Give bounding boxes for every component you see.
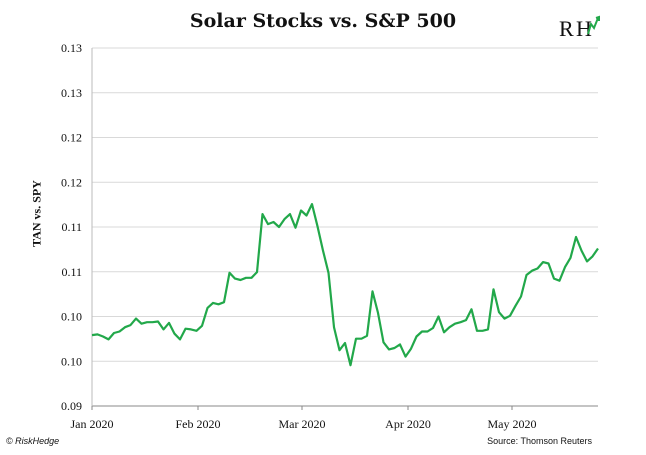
y-tick-label: 0.12 (61, 175, 82, 189)
source-text: Source: Thomson Reuters (487, 436, 592, 446)
x-tick-label: Apr 2020 (385, 417, 431, 431)
riskhedge-logo: R H (559, 15, 600, 41)
copyright-text: © RiskHedge (6, 436, 60, 446)
x-tick-labels: Jan 2020 Feb 2020 Mar 2020 Apr 2020 May 2020 (71, 406, 537, 431)
svg-text:R: R (559, 16, 574, 41)
y-tick-label: 0.13 (61, 86, 82, 100)
x-tick-label: May 2020 (488, 417, 537, 431)
y-tick-label: 0.11 (61, 220, 82, 234)
y-tick-label: 0.11 (61, 265, 82, 279)
y-tick-label: 0.12 (61, 131, 82, 145)
x-tick-label: Feb 2020 (176, 417, 221, 431)
gridlines (92, 47, 598, 362)
x-tick-label: Jan 2020 (71, 417, 114, 431)
svg-text:H: H (576, 16, 592, 41)
y-tick-label: 0.10 (61, 354, 82, 368)
series-line-tan-vs-spy (91, 203, 599, 367)
y-tick-label: 0.13 (61, 41, 82, 55)
y-tick-label: 0.09 (61, 399, 82, 413)
chart-title: Solar Stocks vs. S&P 500 (189, 10, 457, 32)
x-tick-label: Mar 2020 (279, 417, 326, 431)
y-tick-label: 0.10 (61, 310, 82, 324)
y-tick-labels: 0.09 0.10 0.10 0.11 0.11 0.12 0.12 0.13 0.13 (61, 41, 82, 413)
